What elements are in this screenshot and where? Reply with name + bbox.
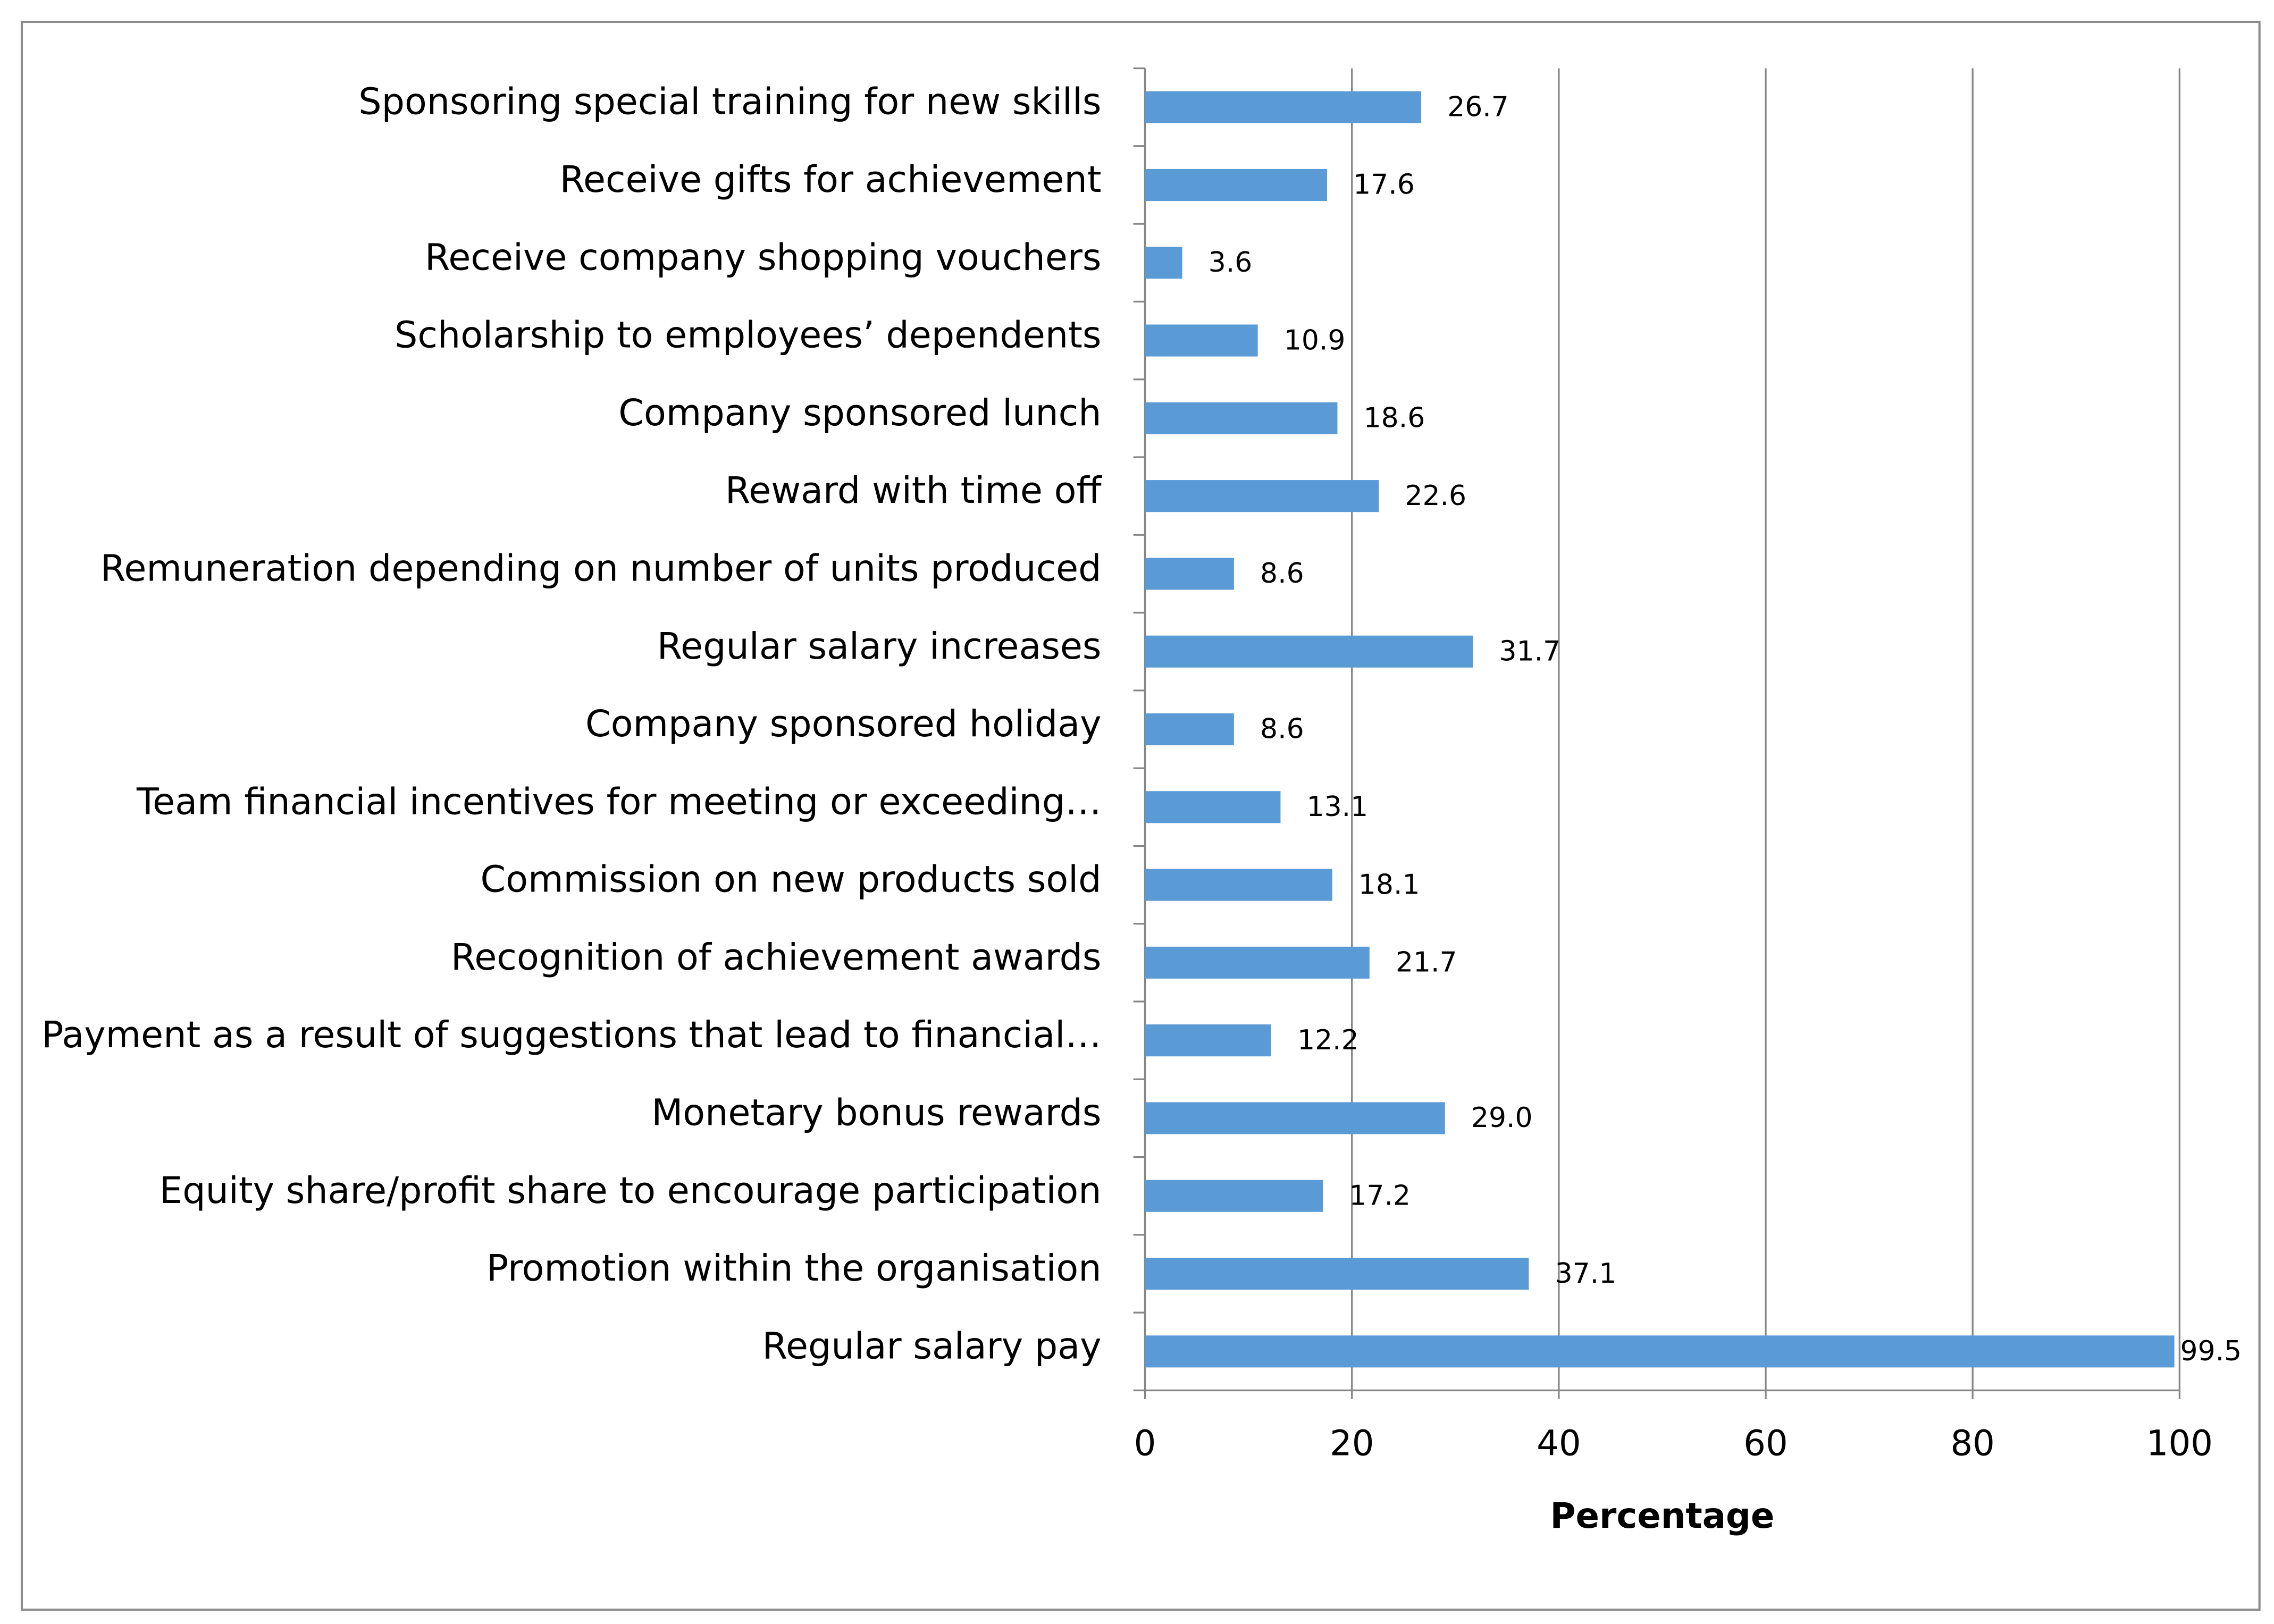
bar [1145, 869, 1332, 901]
bar [1145, 558, 1234, 590]
y-tick-label: Receive gifts for achievement [560, 159, 1102, 201]
bar [1145, 713, 1234, 746]
value-label: 10.9 [1284, 324, 1346, 356]
value-label: 8.6 [1260, 558, 1304, 590]
bar [1145, 1180, 1323, 1212]
value-label: 29.0 [1471, 1102, 1533, 1134]
y-tick-label: Regular salary increases [657, 626, 1102, 668]
y-tick-label: Monetary bonus rewards [651, 1092, 1101, 1134]
y-tick-label: Reward with time off [725, 470, 1103, 512]
value-label: 37.1 [1555, 1258, 1617, 1290]
value-label: 13.1 [1307, 791, 1369, 823]
y-tick-label: Receive company shopping vouchers [425, 237, 1102, 279]
y-tick-label: Remuneration depending on number of unit… [100, 548, 1102, 590]
y-tick-label: Sponsoring special training for new skil… [358, 81, 1101, 123]
y-tick-label: Promotion within the organisation [486, 1248, 1102, 1290]
x-tick-label: 60 [1743, 1423, 1788, 1463]
y-tick-label: Commission on new products sold [481, 859, 1102, 901]
y-tick-label: Recognition of achievement awards [451, 937, 1102, 979]
value-label: 8.6 [1260, 713, 1304, 745]
x-tick-label: 80 [1950, 1423, 1994, 1463]
y-tick-label: Company sponsored lunch [618, 392, 1101, 434]
value-label: 31.7 [1499, 635, 1561, 667]
x-tick-label: 100 [2146, 1423, 2213, 1463]
y-tick-label: Regular salary pay [762, 1325, 1102, 1367]
value-label: 99.5 [2180, 1335, 2242, 1367]
bar [1145, 1024, 1271, 1057]
y-tick-label: Scholarship to employees’ dependents [395, 315, 1102, 357]
y-tick-label: Team financial incentives for meeting or… [136, 781, 1101, 823]
x-tick-label: 40 [1537, 1423, 1581, 1463]
value-label: 22.6 [1405, 480, 1466, 512]
bar [1145, 91, 1422, 123]
bar [1145, 169, 1327, 201]
bar [1145, 946, 1370, 979]
bar [1145, 402, 1338, 434]
value-label: 18.1 [1358, 869, 1420, 901]
value-label: 17.2 [1349, 1180, 1411, 1211]
x-axis-title: Percentage [1550, 1496, 1774, 1536]
value-label: 3.6 [1209, 247, 1253, 279]
y-tick-label: Equity share/profit share to encourage p… [160, 1170, 1101, 1212]
bar [1145, 791, 1281, 823]
value-label: 17.6 [1353, 169, 1415, 201]
bar [1145, 1335, 2175, 1368]
value-label: 12.2 [1297, 1024, 1359, 1056]
y-tick-label: Company sponsored holiday [585, 703, 1102, 745]
bar [1145, 324, 1258, 357]
value-label: 26.7 [1447, 91, 1509, 123]
y-tick-label: Payment as a result of suggestions that … [41, 1014, 1101, 1056]
x-tick-label: 20 [1330, 1423, 1374, 1463]
x-tick-label: 0 [1134, 1423, 1156, 1463]
bar [1145, 247, 1182, 279]
value-label: 21.7 [1396, 947, 1457, 979]
value-label: 18.6 [1364, 402, 1425, 434]
bar [1145, 480, 1379, 512]
bar [1145, 1102, 1445, 1134]
bar [1145, 635, 1473, 668]
bar [1145, 1257, 1529, 1290]
